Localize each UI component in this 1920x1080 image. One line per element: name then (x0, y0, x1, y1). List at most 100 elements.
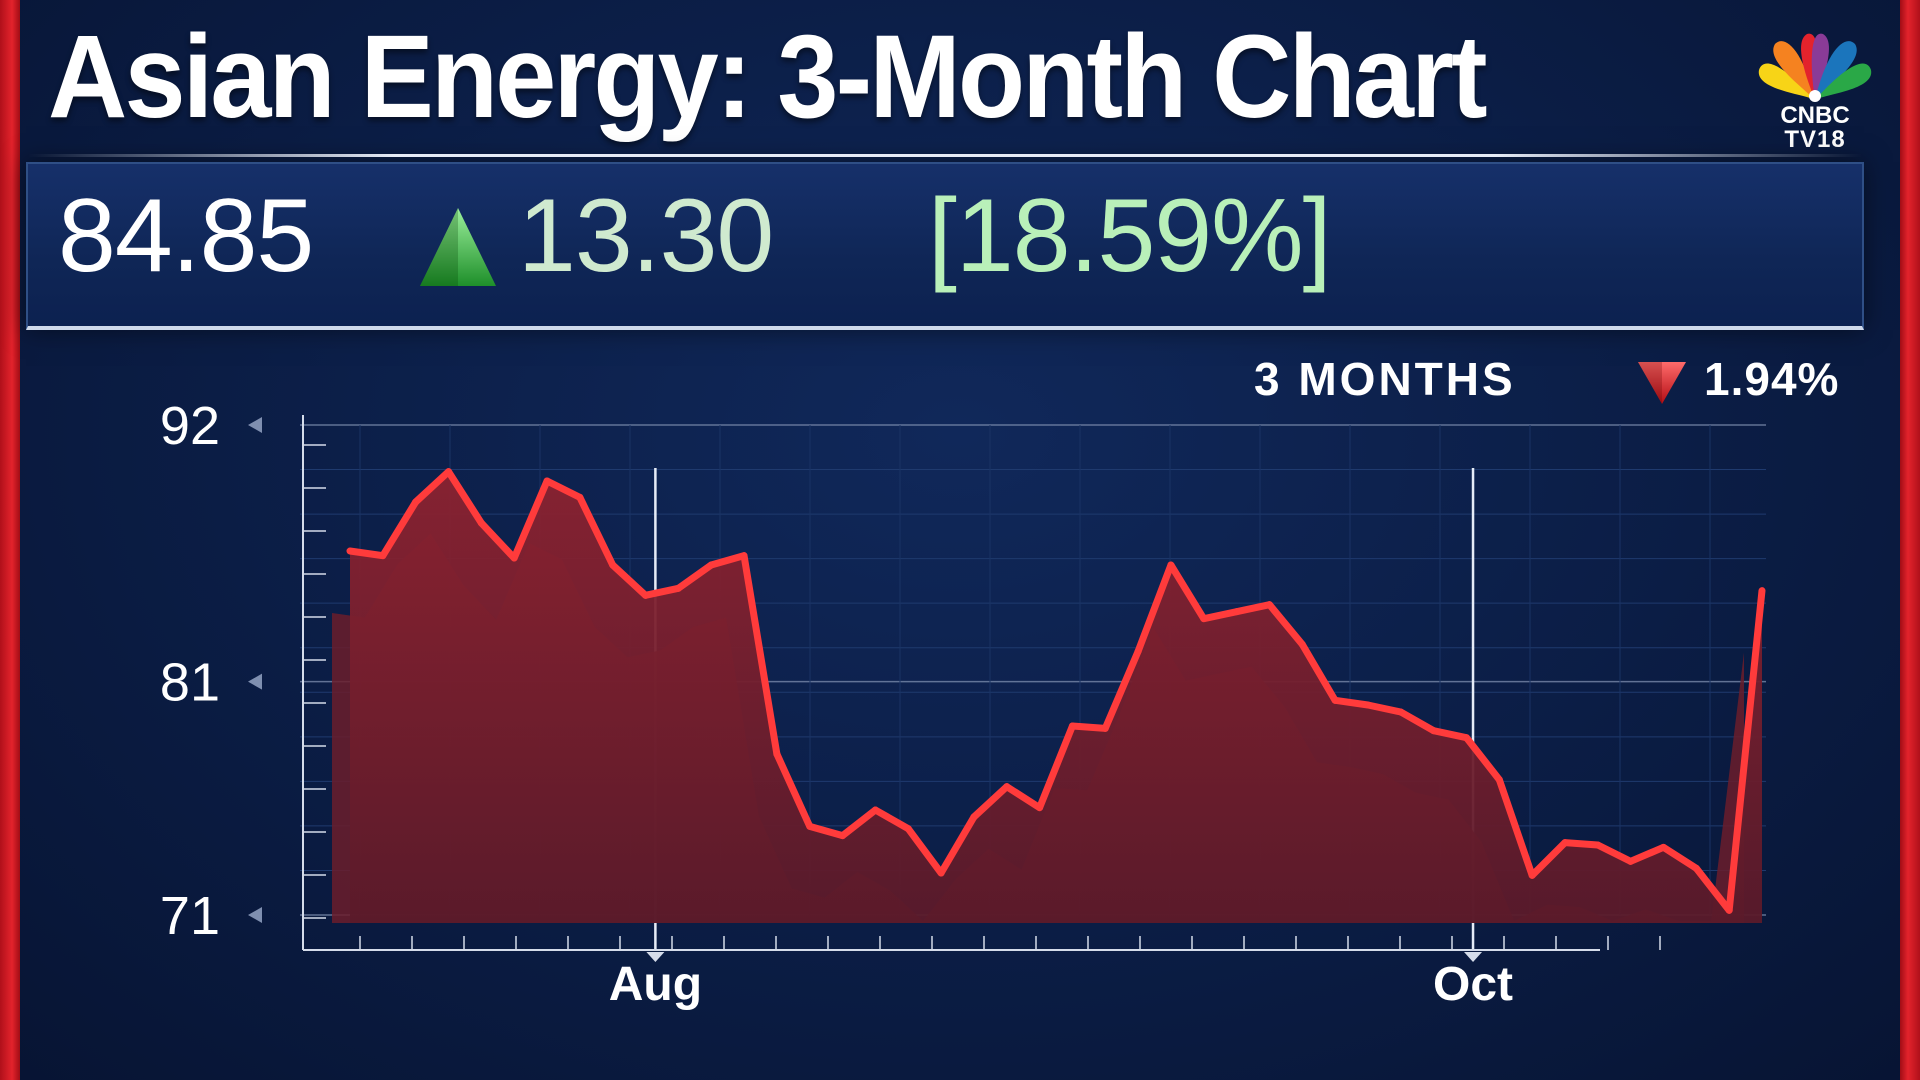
price-line-segment (1233, 601, 1273, 616)
data-point (578, 495, 582, 499)
y-tick-label: 71 (160, 886, 220, 946)
data-point (1629, 859, 1633, 863)
price-line-segment (1068, 722, 1109, 732)
data-point (1399, 710, 1403, 714)
price-line-segment (871, 806, 912, 833)
y-tick-label: 81 (160, 653, 220, 713)
data-point (1169, 563, 1173, 567)
data-point (676, 586, 680, 590)
chart-axes (248, 415, 1661, 962)
data-point (545, 479, 549, 483)
area-fill (350, 471, 1762, 923)
price-line-segment (1594, 841, 1635, 865)
y-tick-marker (248, 417, 262, 433)
price-line-segment (576, 493, 617, 569)
price-line-segment (609, 561, 650, 599)
price-line-segment (1265, 601, 1306, 648)
data-point (1432, 729, 1436, 733)
panel-top-rule (28, 154, 1862, 157)
data-point (1727, 908, 1731, 912)
peacock-icon (1758, 33, 1872, 102)
data-point (447, 470, 451, 474)
data-point (808, 824, 812, 828)
data-point (1070, 724, 1074, 728)
price-line-segment (1561, 839, 1602, 849)
data-point (972, 815, 976, 819)
y-tick-marker (248, 907, 262, 923)
logo-cnbc-text: CNBC (1780, 102, 1850, 129)
price-line-segment (970, 783, 1011, 821)
price-line-segment (642, 584, 682, 599)
data-point (709, 563, 713, 567)
data-point (1005, 785, 1009, 789)
price-line-segment (707, 552, 748, 569)
data-point (1464, 736, 1468, 740)
data-point (1300, 642, 1304, 646)
price-line-segment (1627, 843, 1667, 865)
data-point (775, 752, 779, 756)
price-line-segment (1101, 647, 1142, 732)
price-line-segment (1430, 727, 1470, 742)
price-line-segment (346, 547, 387, 560)
up-triangle-icon (420, 208, 496, 286)
chart-title: Asian Energy: 3-Month Chart (48, 11, 1488, 143)
price-line-segment (904, 825, 945, 877)
price-line-segment (477, 519, 518, 562)
x-tick-label: Oct (1433, 958, 1513, 1011)
data-point (1760, 589, 1764, 593)
cnbc-tv18-logo: CNBC TV18 (1752, 30, 1878, 158)
price-line-segment (740, 552, 781, 758)
data-point (1267, 603, 1271, 607)
y-tick-label: 92 (160, 396, 220, 456)
price-line-segment (1134, 561, 1175, 655)
price-line-segment (1003, 783, 1044, 812)
x-tick-marker (1464, 952, 1483, 962)
price-change: 13.30 (518, 178, 774, 294)
data-point (1694, 866, 1698, 870)
data-point (742, 554, 746, 558)
x-tick-marker (646, 952, 665, 962)
right-red-border (1900, 0, 1920, 1080)
axis-labels: 92 81 71 Aug Oct (160, 396, 1513, 1011)
data-point (939, 871, 943, 875)
data-point (348, 549, 352, 553)
price-line-segment (445, 468, 485, 527)
data-point (1661, 845, 1665, 849)
price-line-segment (1495, 776, 1536, 879)
price-line-segment (1298, 640, 1339, 704)
y-tick-marker (248, 673, 262, 690)
price-line-segment (1462, 734, 1503, 784)
data-point (841, 834, 845, 838)
price-change-percent: [18.59%] (928, 178, 1332, 294)
data-point (479, 521, 483, 525)
price-line-segment (1200, 608, 1241, 623)
data-point (1596, 843, 1600, 847)
price-line-segment (806, 822, 847, 840)
data-point (1497, 778, 1501, 782)
logo-tv18-text: TV18 (1784, 126, 1846, 153)
left-red-border (0, 0, 20, 1080)
data-point (1136, 649, 1140, 653)
data-point (906, 827, 910, 831)
data-point (1103, 726, 1107, 730)
price-line-segment (773, 750, 814, 830)
price-line-segment (1659, 843, 1700, 872)
data-point (1235, 610, 1239, 614)
price-line-segment (1692, 864, 1733, 914)
data-point (611, 563, 615, 567)
data-point (873, 808, 877, 812)
area-series (332, 468, 1766, 923)
period-label: 3 MONTHS (1254, 353, 1516, 405)
price-line-segment (1331, 696, 1372, 709)
price-line-segment (510, 477, 551, 562)
data-point (1202, 617, 1206, 621)
price-line-segment (543, 477, 584, 501)
price-line-segment (839, 806, 879, 840)
data-point (644, 593, 648, 597)
data-point (381, 554, 385, 558)
price-line-segment (674, 561, 715, 592)
data-point (1333, 698, 1337, 702)
data-point (512, 556, 516, 560)
x-tick-label: Aug (609, 958, 702, 1011)
